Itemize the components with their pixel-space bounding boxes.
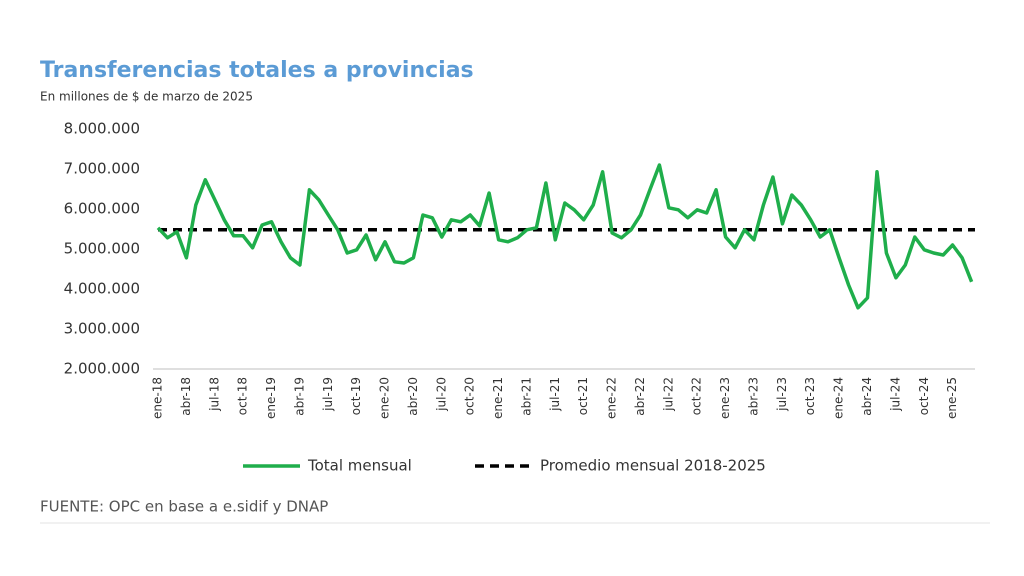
x-tick-label: oct-24 <box>917 377 931 415</box>
x-tick-label: oct-19 <box>349 377 363 415</box>
x-tick-label: oct-18 <box>236 377 250 415</box>
x-tick-label: jul-20 <box>434 377 448 412</box>
y-tick-label: 7.000.000 <box>64 160 140 178</box>
x-tick-label: jul-24 <box>888 377 902 412</box>
x-tick-label: oct-23 <box>803 377 817 415</box>
x-tick-label: oct-22 <box>690 377 704 415</box>
x-tick-label: jul-21 <box>548 377 562 412</box>
x-tick-label: oct-21 <box>576 377 590 415</box>
x-tick-label: abr-24 <box>860 377 874 416</box>
y-tick-label: 6.000.000 <box>64 200 140 218</box>
x-tick-label: ene-18 <box>151 377 165 419</box>
y-tick-label: 3.000.000 <box>64 320 140 338</box>
x-tick-label: ene-23 <box>718 377 732 419</box>
x-tick-label: ene-24 <box>832 377 846 419</box>
x-tick-label: ene-22 <box>605 377 619 419</box>
x-tick-label: abr-19 <box>292 377 306 416</box>
x-tick-label: abr-23 <box>746 377 760 416</box>
chart-subtitle: En millones de $ de marzo de 2025 <box>40 90 253 104</box>
x-tick-label: ene-25 <box>945 377 959 419</box>
x-tick-label: jul-22 <box>661 377 675 412</box>
x-tick-label: abr-20 <box>406 377 420 416</box>
legend-label: Total mensual <box>307 457 412 475</box>
x-tick-label: ene-21 <box>491 377 505 419</box>
data-line <box>156 163 974 310</box>
x-tick-label: oct-20 <box>463 377 477 415</box>
x-tick-label: abr-22 <box>633 377 647 416</box>
y-tick-label: 2.000.000 <box>64 360 140 378</box>
x-tick-label: ene-20 <box>378 377 392 419</box>
chart-title: Transferencias totales a provincias <box>40 58 474 83</box>
x-tick-label: jul-18 <box>207 377 221 412</box>
source-note: FUENTE: OPC en base a e.sidif y DNAP <box>40 498 328 516</box>
x-tick-label: jul-19 <box>321 377 335 412</box>
x-tick-label: abr-18 <box>179 377 193 416</box>
y-tick-label: 5.000.000 <box>64 240 140 258</box>
x-tick-label: ene-19 <box>264 377 278 419</box>
x-tick-label: jul-23 <box>775 377 789 412</box>
legend-label: Promedio mensual 2018-2025 <box>540 457 766 475</box>
y-tick-label: 4.000.000 <box>64 280 140 298</box>
x-tick-label: abr-21 <box>519 377 533 416</box>
y-tick-label: 8.000.000 <box>64 120 140 138</box>
